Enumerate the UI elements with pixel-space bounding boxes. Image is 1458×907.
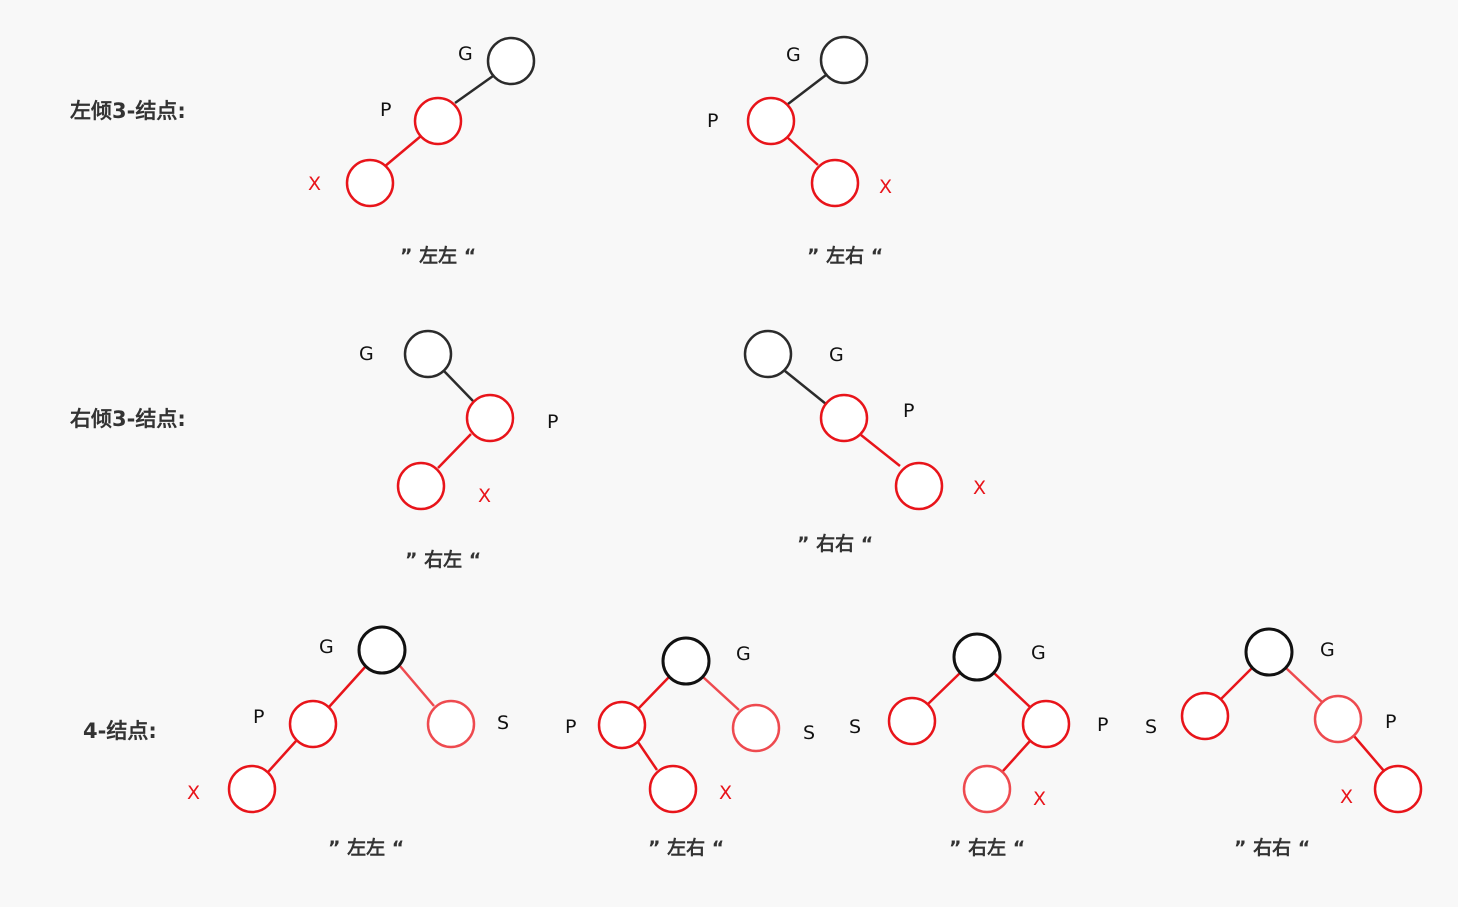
node-x bbox=[227, 764, 277, 814]
edge-p-x bbox=[267, 740, 297, 773]
node-p bbox=[413, 96, 463, 146]
edge-g-p bbox=[787, 74, 827, 105]
node-p bbox=[1021, 699, 1071, 749]
caption-right-left: ” 右左 “ bbox=[405, 548, 481, 571]
node-g bbox=[661, 636, 711, 686]
node-x bbox=[648, 764, 698, 814]
label-x: X bbox=[1033, 788, 1046, 810]
label-x: X bbox=[973, 477, 986, 499]
label-s: S bbox=[849, 716, 861, 738]
label-x: X bbox=[308, 173, 321, 195]
edge-p-x bbox=[1353, 735, 1385, 772]
edge-g-p bbox=[443, 370, 474, 402]
edge-g-p bbox=[993, 672, 1031, 708]
edge-g-p bbox=[328, 665, 367, 708]
edge-p-x bbox=[860, 434, 901, 467]
node-x bbox=[396, 461, 446, 511]
edge-g-s bbox=[702, 676, 740, 711]
caption-4-left-right: ” 左右 “ bbox=[648, 836, 724, 859]
label-p: P bbox=[903, 400, 914, 422]
label-p: P bbox=[253, 706, 264, 728]
caption-4-right-right: ” 右右 “ bbox=[1234, 836, 1310, 859]
node-g bbox=[743, 329, 793, 379]
label-x: X bbox=[187, 782, 200, 804]
caption-4-left-left: ” 左左 “ bbox=[328, 836, 404, 859]
label-p: P bbox=[565, 716, 576, 738]
node-g bbox=[819, 35, 869, 85]
node-s bbox=[1180, 691, 1230, 741]
node-x bbox=[810, 158, 860, 208]
caption-right-right: ” 右右 “ bbox=[797, 532, 873, 555]
tree-4-node-right-right: G S P X ” 右右 “ bbox=[1145, 627, 1423, 859]
tree-right-3-node-right-left: G P X ” 右左 “ bbox=[359, 329, 558, 571]
caption-left-right: ” 左右 “ bbox=[807, 244, 883, 267]
tree-4-node-right-left: G S P X ” 右左 “ bbox=[849, 632, 1108, 859]
label-p: P bbox=[1385, 711, 1396, 733]
caption-left-left: ” 左左 “ bbox=[400, 244, 476, 267]
edge-p-x bbox=[636, 741, 659, 771]
label-p: P bbox=[380, 99, 391, 121]
node-g bbox=[403, 329, 453, 379]
node-p bbox=[746, 96, 796, 146]
row-label-4-node: 4-结点: bbox=[83, 719, 157, 743]
node-s bbox=[887, 696, 937, 746]
edge-p-x bbox=[787, 137, 819, 166]
label-x: X bbox=[719, 782, 732, 804]
edge-p-x bbox=[1002, 740, 1031, 772]
row-label-left-3-node: 左倾3-结点: bbox=[70, 99, 186, 123]
label-g: G bbox=[359, 343, 374, 365]
tree-4-node-left-right: G P S X ” 左右 “ bbox=[565, 636, 815, 859]
node-x bbox=[962, 764, 1012, 814]
label-p: P bbox=[707, 110, 718, 132]
label-s: S bbox=[497, 712, 509, 734]
node-p bbox=[465, 393, 515, 443]
node-p bbox=[288, 699, 338, 749]
node-g bbox=[357, 625, 407, 675]
node-x bbox=[345, 158, 395, 208]
node-g bbox=[952, 632, 1002, 682]
node-x bbox=[894, 461, 944, 511]
label-p: P bbox=[547, 411, 558, 433]
edge-p-x bbox=[437, 433, 472, 469]
label-g: G bbox=[458, 43, 473, 65]
edge-g-s bbox=[1219, 667, 1253, 701]
node-p bbox=[819, 393, 869, 443]
node-p bbox=[1313, 694, 1363, 744]
label-x: X bbox=[879, 176, 892, 198]
label-s: S bbox=[803, 722, 815, 744]
edge-g-p bbox=[1285, 667, 1323, 703]
tree-left-3-node-left-right: G P X ” 左右 “ bbox=[707, 35, 892, 267]
caption-4-right-left: ” 右左 “ bbox=[949, 836, 1025, 859]
node-p bbox=[597, 700, 647, 750]
label-g: G bbox=[1320, 639, 1335, 661]
node-s bbox=[426, 699, 476, 749]
edge-g-p bbox=[638, 676, 670, 709]
label-s: S bbox=[1145, 716, 1157, 738]
label-g: G bbox=[829, 344, 844, 366]
row-label-right-3-node: 右倾3-结点: bbox=[70, 407, 186, 431]
node-g bbox=[1244, 627, 1294, 677]
edge-g-s bbox=[927, 672, 961, 705]
edge-p-x bbox=[383, 135, 422, 168]
tree-left-3-node-left-left: G P X ” 左左 “ bbox=[308, 36, 536, 267]
label-p: P bbox=[1097, 714, 1108, 736]
tree-4-node-left-left: G P S X ” 左左 “ bbox=[187, 625, 509, 859]
edge-g-p bbox=[454, 74, 494, 105]
node-x bbox=[1373, 764, 1423, 814]
node-g bbox=[486, 36, 536, 86]
label-g: G bbox=[319, 636, 334, 658]
label-x: X bbox=[1340, 786, 1353, 808]
edge-g-s bbox=[399, 665, 435, 707]
tree-right-3-node-right-right: G P X ” 右右 “ bbox=[743, 329, 986, 555]
edge-g-p bbox=[784, 370, 827, 405]
label-g: G bbox=[736, 643, 751, 665]
label-g: G bbox=[786, 44, 801, 66]
node-s bbox=[731, 703, 781, 753]
label-x: X bbox=[478, 485, 491, 507]
label-g: G bbox=[1031, 642, 1046, 664]
